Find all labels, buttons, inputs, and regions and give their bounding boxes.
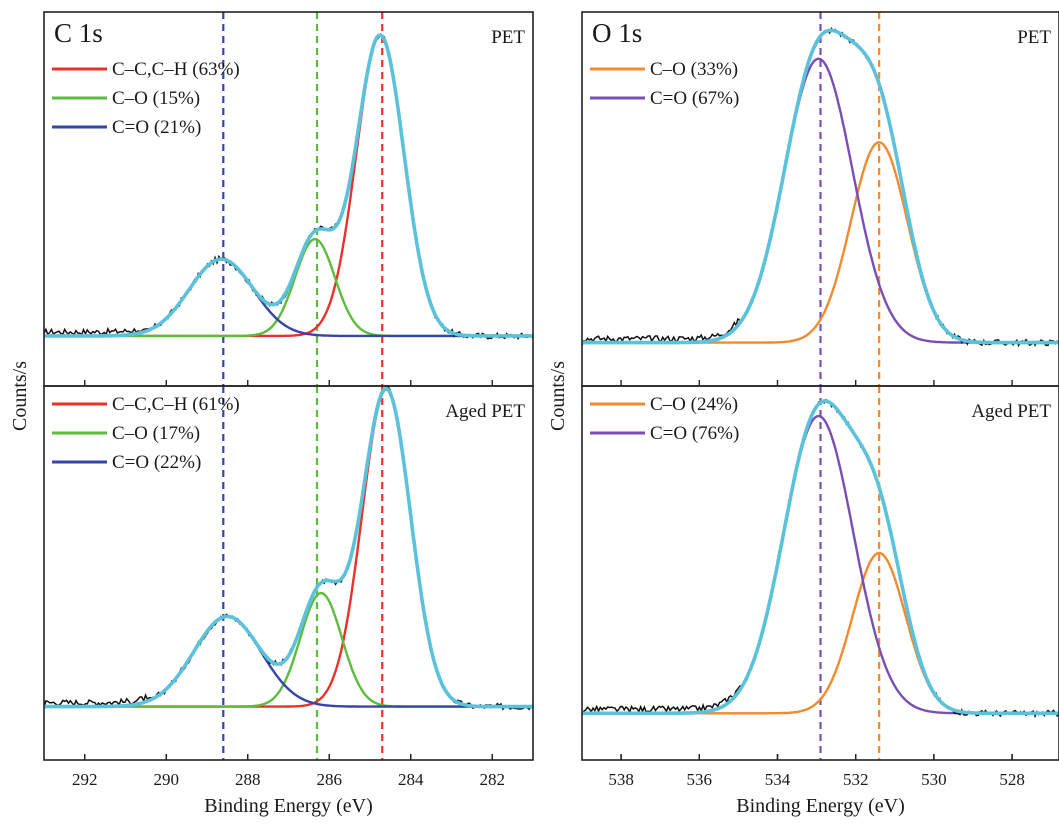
chart-panel-0: C 1s PET C–C,C–H (63%) C–O (15%) C=O (21%) Co… (9, 11, 534, 431)
sample-label: Aged PET (971, 401, 1051, 422)
fit-envelope-line (44, 33, 533, 338)
panel-frame (43, 385, 534, 761)
fit-envelope-line (582, 28, 1059, 345)
x-tick-label-5: 282 (480, 770, 506, 789)
legend-label-2: C=O (22%) (112, 452, 201, 473)
x-tick-label-1: 536 (687, 770, 713, 789)
panel-frame (581, 385, 1059, 761)
x-tick-label-0: 292 (72, 770, 98, 789)
x-axis-title: Binding Energy (eV) (204, 795, 373, 817)
legend-label-1: C–O (15%) (112, 88, 200, 109)
y-axis-title: Counts/s (547, 361, 569, 431)
x-tick-label-4: 284 (398, 770, 424, 789)
fit-envelope-line (44, 386, 533, 709)
plot-area (44, 386, 533, 760)
x-tick-label-2: 288 (235, 770, 261, 789)
plot-area (582, 12, 1059, 386)
legend-label-0: C–C,C–H (63%) (112, 59, 240, 80)
legend-label-2: C=O (21%) (112, 117, 201, 138)
fit-envelope-line (582, 399, 1059, 716)
legend-label-0: C–C,C–H (61%) (112, 394, 240, 415)
x-tick-label-4: 530 (921, 770, 947, 789)
sample-label: PET (1017, 27, 1051, 48)
sample-label: Aged PET (445, 401, 525, 422)
x-tick-label-5: 528 (999, 770, 1025, 789)
x-axis-title: Binding Energy (eV) (736, 795, 905, 817)
x-tick-label-3: 532 (843, 770, 869, 789)
sample-label: PET (491, 27, 525, 48)
x-tick-label-0: 538 (608, 770, 634, 789)
legend-label-1: C=O (67%) (650, 88, 739, 109)
x-tick-label-2: 534 (765, 770, 791, 789)
chart-panel-2: O 1s PET C–O (33%) C=O (67%) Counts/s (547, 11, 1059, 431)
legend-label-0: C–O (24%) (650, 394, 738, 415)
legend-label-1: C–O (17%) (112, 423, 200, 444)
legend-label-1: C=O (76%) (650, 423, 739, 444)
series-line-2 (44, 615, 533, 708)
y-axis-title: Counts/s (9, 361, 31, 431)
x-tick-label-3: 286 (317, 770, 343, 789)
legend-label-0: C–O (33%) (650, 59, 738, 80)
chart-panel-1: 292 290 288 286 284 282 Aged PET C–C,C–H (61%) C… (43, 385, 534, 817)
chart-panel-3: 538 536 534 532 530 528 Aged PET C–O (24%) C=O (… (581, 385, 1059, 817)
panel-title: O 1s (592, 18, 642, 48)
plot-area (582, 386, 1059, 760)
plot-area (44, 12, 533, 386)
panel-title: C 1s (54, 18, 103, 48)
x-tick-label-1: 290 (154, 770, 180, 789)
